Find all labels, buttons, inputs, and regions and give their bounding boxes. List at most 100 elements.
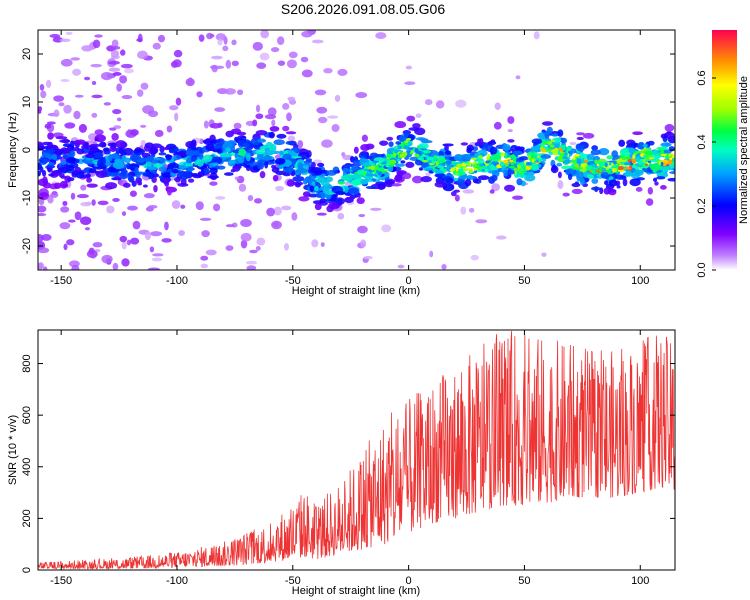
spectrogram-peak-blob xyxy=(431,160,435,164)
spectrogram-ridge-blob xyxy=(43,149,56,154)
spectrogram-noise-blob xyxy=(120,49,126,56)
spectrogram-peak-blob xyxy=(648,157,655,160)
spectrogram-noise-blob xyxy=(140,124,147,128)
spectrogram-ridge-blob xyxy=(622,178,628,187)
spectrogram-noise-blob xyxy=(200,263,209,269)
spectrogram-ridge-blob xyxy=(453,177,459,181)
spectrogram-noise-blob xyxy=(277,60,286,66)
spectrogram-ridge-blob xyxy=(124,157,131,164)
spectrogram-peak-blob xyxy=(524,172,529,176)
spectrogram-ridge-blob xyxy=(118,147,124,154)
spectrogram-noise-blob xyxy=(157,34,166,43)
spectrogram-peak-blob xyxy=(617,166,624,171)
snr-x-tick-label: 100 xyxy=(631,575,649,587)
spectrogram-peak-blob xyxy=(613,164,620,169)
spectrogram-noise-blob xyxy=(148,267,160,270)
spectrogram-ridge-blob xyxy=(568,150,573,155)
spectrogram-ridge-blob xyxy=(450,191,457,197)
spectrogram-noise-blob xyxy=(103,102,111,106)
spectrogram-ridge-blob xyxy=(365,185,377,190)
spectrogram-noise-blob xyxy=(161,238,172,243)
spectrogram-peak-blob xyxy=(637,160,644,166)
spectrogram-ridge-blob xyxy=(158,166,168,172)
spectrogram-ridge-blob xyxy=(166,187,172,196)
spectrogram-noise-blob xyxy=(97,200,109,206)
spectrogram-peak-blob xyxy=(509,159,514,163)
spectrogram-ridge-blob xyxy=(278,150,284,156)
spectrogram-peak-blob xyxy=(561,146,566,150)
spectrogram-noise-blob xyxy=(152,42,161,50)
spectrogram-ridge-blob xyxy=(557,155,564,163)
spectrogram-ridge-blob xyxy=(660,142,672,147)
spectrogram-peak-blob xyxy=(468,169,474,174)
spectrogram-peak-blob xyxy=(396,158,401,162)
spectrogram-ridge-blob xyxy=(105,182,118,190)
spectrogram-noise-blob xyxy=(94,129,104,136)
spectrogram-noise-blob xyxy=(91,199,96,206)
spectrogram-ridge-blob xyxy=(434,173,446,178)
spectrogram-ridge-blob xyxy=(88,168,97,174)
spectrogram-ridge-blob xyxy=(185,140,197,149)
spectrogram-ridge-blob xyxy=(342,167,349,173)
spectrogram-noise-blob xyxy=(214,107,226,112)
spectrogram-ridge-blob xyxy=(477,175,490,181)
spectrogram-ridge-blob xyxy=(454,194,460,202)
spectrogram-peak-blob xyxy=(377,171,383,176)
spectrogram-peak-blob xyxy=(502,159,509,164)
spectrogram-ridge-blob xyxy=(135,177,142,184)
spectrogram-ridge-blob xyxy=(209,134,216,143)
spectrogram-ridge-blob xyxy=(504,184,516,192)
spectrogram-ridge-blob xyxy=(507,116,515,124)
spectrogram-ridge-blob xyxy=(556,162,563,167)
spectrogram-peak-blob xyxy=(488,162,492,165)
spectrogram-ridge-blob xyxy=(445,177,454,184)
spectrogram-peak-blob xyxy=(540,148,546,153)
spectrogram-peak-blob xyxy=(517,164,521,170)
spectrogram-noise-blob xyxy=(116,117,122,122)
spectrogram-ridge-blob xyxy=(51,169,62,176)
spectrogram-peak-blob xyxy=(479,163,484,167)
spectrogram-noise-blob xyxy=(337,68,348,76)
spectrogram-ridge-blob xyxy=(190,157,197,162)
spectrogram-ridge-blob xyxy=(94,138,99,142)
spectrogram-noise-blob xyxy=(136,38,143,42)
spectrogram-noise-blob xyxy=(43,266,48,270)
spectrogram-ridge-blob xyxy=(531,164,539,171)
spectrogram-ridge-blob xyxy=(237,156,245,164)
spectrogram-noise-blob xyxy=(270,47,280,53)
spectrogram-ridge-blob xyxy=(590,149,602,156)
spectrogram-ridge-blob xyxy=(276,133,287,139)
spectrogram-noise-blob xyxy=(49,34,61,38)
spectrogram-noise-blob xyxy=(415,113,422,119)
spectrogram-ridge-blob xyxy=(295,168,308,174)
spectrogram-ridge-blob xyxy=(192,173,202,179)
spectrogram-noise-blob xyxy=(470,254,479,261)
spectrogram-peak-blob xyxy=(668,154,672,157)
spectrogram-ridge-blob xyxy=(302,191,311,198)
spectrogram-noise-blob xyxy=(494,102,501,111)
spectrogram-ridge-blob xyxy=(255,113,264,120)
spectrogram-peak-blob xyxy=(508,165,516,169)
spectrogram-ridge-blob xyxy=(643,150,654,156)
spectrogram-ridge-blob xyxy=(394,173,403,182)
spectrogram-ridge-blob xyxy=(103,147,110,152)
spectrogram-noise-blob xyxy=(60,206,70,213)
spectrogram-ridge-blob xyxy=(635,187,643,192)
spectrogram-ridge-blob xyxy=(310,161,316,169)
spectrogram-noise-blob xyxy=(195,201,204,211)
spectrogram-ridge-blob xyxy=(55,155,63,160)
spectrogram-ridge-blob xyxy=(353,146,359,154)
spectrogram-ridge-blob xyxy=(386,136,394,141)
spectrogram-peak-blob xyxy=(478,155,483,160)
spectrogram-ridge-blob xyxy=(420,176,432,183)
spectrogram-noise-blob xyxy=(196,91,203,98)
spectrogram-noise-blob xyxy=(533,31,540,40)
spectrogram-ridge-blob xyxy=(567,173,573,181)
spectrogram-ridge-blob xyxy=(538,135,546,140)
spectrogram-ridge-blob xyxy=(285,141,294,145)
spectrogram-peak-blob xyxy=(671,155,675,159)
spectrogram-peak-blob xyxy=(617,169,625,173)
spectrogram-noise-blob xyxy=(199,217,212,221)
spectrogram-noise-blob xyxy=(311,239,319,248)
spectrogram-noise-blob xyxy=(151,257,163,262)
